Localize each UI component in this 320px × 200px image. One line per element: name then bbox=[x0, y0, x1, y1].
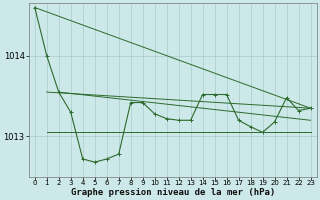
X-axis label: Graphe pression niveau de la mer (hPa): Graphe pression niveau de la mer (hPa) bbox=[70, 188, 275, 197]
